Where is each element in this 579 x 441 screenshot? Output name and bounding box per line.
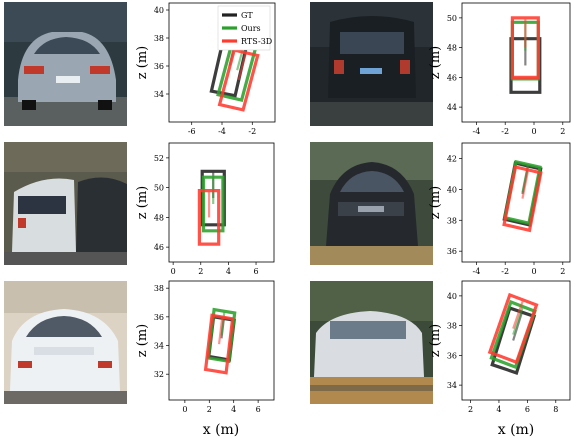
x-tick-label: 2 bbox=[198, 267, 203, 276]
car-photo-1 bbox=[4, 2, 127, 126]
y-tick-label: 36 bbox=[447, 247, 457, 256]
y-tick-label: 46 bbox=[447, 73, 457, 82]
x-tick-label: 0 bbox=[182, 405, 187, 414]
x-tick-label: 0 bbox=[171, 267, 176, 276]
y-tick-label: 38 bbox=[447, 216, 457, 225]
y-tick-label: 50 bbox=[447, 14, 457, 23]
x-tick-label: -2 bbox=[501, 267, 509, 276]
bev-plot-1: -6 -4 -2 34 36 38 40 z (m) GT Ours RTS-3D bbox=[135, 2, 276, 136]
x-tick-label: 0 bbox=[531, 127, 536, 136]
heading-rts-3d bbox=[521, 171, 529, 199]
y-axis-label: z (m) bbox=[135, 324, 150, 357]
car-photo-6 bbox=[310, 281, 433, 404]
y-tick-label: 36 bbox=[154, 313, 164, 322]
marks bbox=[502, 159, 543, 233]
x-tick-label: 6 bbox=[253, 267, 258, 276]
y-tick-label: 40 bbox=[447, 292, 457, 301]
box-gt bbox=[490, 306, 537, 375]
legend-label-gt: GT bbox=[241, 11, 253, 20]
y-tick-label: 50 bbox=[154, 184, 164, 193]
x-tick-label: 4 bbox=[496, 405, 501, 414]
box-rts-3d bbox=[197, 189, 221, 246]
y-tick-label: 34 bbox=[154, 90, 164, 99]
x-tick-label: 6 bbox=[256, 405, 261, 414]
box-ours bbox=[201, 175, 225, 233]
heading-rts-3d bbox=[237, 53, 247, 81]
x-axis-label: x (m) bbox=[498, 422, 535, 438]
x-tick-label: -4 bbox=[218, 127, 226, 136]
x-tick-label: 0 bbox=[531, 267, 536, 276]
marks bbox=[197, 169, 226, 246]
x-axis-label: x (m) bbox=[203, 422, 240, 438]
car-photo-5 bbox=[4, 281, 127, 404]
box-rts-3d bbox=[217, 48, 260, 112]
box-rts-3d bbox=[510, 16, 540, 80]
y-tick-label: 36 bbox=[154, 62, 164, 71]
heading-rts-3d bbox=[512, 301, 524, 329]
x-tick-label: 2 bbox=[468, 405, 473, 414]
y-tick-label: 40 bbox=[154, 6, 164, 15]
y-axis-label: z (m) bbox=[135, 46, 150, 79]
x-tick-label: 2 bbox=[560, 267, 565, 276]
x-tick-label: 2 bbox=[560, 127, 565, 136]
box-rts-3d bbox=[487, 292, 539, 365]
x-tick-label: -6 bbox=[188, 127, 196, 136]
legend-label-rts-3d: RTS-3D bbox=[241, 37, 272, 46]
plot-frame bbox=[168, 280, 275, 401]
y-tick-label: 42 bbox=[447, 154, 457, 163]
car-photo-2 bbox=[310, 2, 433, 126]
bev-plot-6: 2 4 6 8 34 36 38 40 z (m) bbox=[428, 280, 571, 414]
marks bbox=[509, 16, 542, 94]
box-rts-3d bbox=[502, 165, 543, 233]
marks bbox=[203, 307, 237, 375]
y-tick-label: 48 bbox=[154, 213, 164, 222]
y-axis-label: z (m) bbox=[428, 46, 443, 79]
bev-plot-2: -4 -2 0 2 44 46 48 50 z (m) bbox=[428, 2, 571, 136]
x-tick-label: 4 bbox=[226, 267, 231, 276]
y-tick-label: 38 bbox=[154, 34, 164, 43]
x-tick-label: -4 bbox=[473, 127, 481, 136]
y-tick-label: 52 bbox=[154, 154, 164, 163]
heading-rts-3d bbox=[217, 318, 224, 345]
car-photo-4 bbox=[310, 142, 433, 265]
y-axis-label: z (m) bbox=[428, 324, 443, 357]
x-tick-label: 8 bbox=[553, 405, 558, 414]
y-tick-label: 38 bbox=[154, 284, 164, 293]
y-tick-label: 44 bbox=[447, 103, 457, 112]
x-tick-label: 4 bbox=[231, 405, 236, 414]
x-tick-label: 6 bbox=[525, 405, 530, 414]
box-rts-3d bbox=[203, 313, 235, 375]
car-photo-3 bbox=[4, 142, 127, 265]
heading-gt bbox=[512, 313, 523, 341]
x-tick-label: 2 bbox=[207, 405, 212, 414]
y-tick-label: 38 bbox=[447, 322, 457, 331]
y-tick-label: 34 bbox=[154, 342, 164, 351]
y-tick-label: 40 bbox=[447, 185, 457, 194]
y-tick-label: 48 bbox=[447, 44, 457, 53]
plot-frame bbox=[461, 280, 571, 401]
bev-plot-4: -4 -2 0 2 36 38 40 42 z (m) bbox=[428, 142, 571, 276]
legend-label-ours: Ours bbox=[241, 24, 261, 33]
y-tick-label: 36 bbox=[447, 351, 457, 360]
x-tick-label: -2 bbox=[248, 127, 256, 136]
heading-ours bbox=[512, 307, 524, 335]
bev-plot-5: 0 2 4 6 32 34 36 38 z (m) bbox=[135, 280, 275, 414]
marks bbox=[487, 292, 539, 375]
x-tick-label: -2 bbox=[501, 127, 509, 136]
x-tick-label: -4 bbox=[473, 267, 481, 276]
legend: GT Ours RTS-3D bbox=[217, 5, 272, 51]
y-tick-label: 46 bbox=[154, 243, 164, 252]
y-axis-label: z (m) bbox=[135, 186, 150, 219]
y-axis-label: z (m) bbox=[428, 186, 443, 219]
y-tick-label: 32 bbox=[154, 370, 164, 379]
y-tick-label: 34 bbox=[447, 381, 457, 390]
